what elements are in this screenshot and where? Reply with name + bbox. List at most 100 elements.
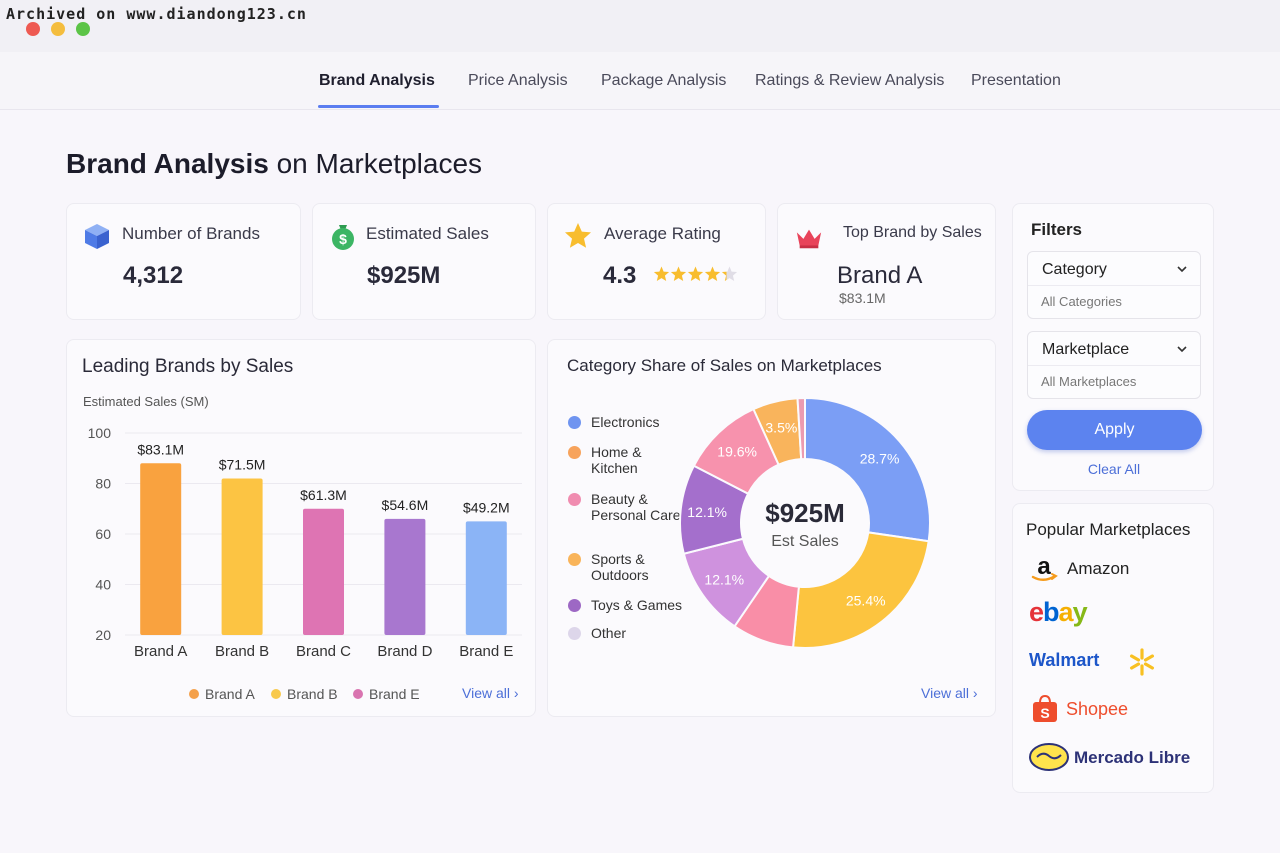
donut-slice-label: 12.1% <box>687 504 727 520</box>
legend-swatch <box>568 446 581 459</box>
bar-data-label: $61.3M <box>300 487 347 503</box>
marketplace-walmart[interactable]: Walmart <box>1027 645 1187 679</box>
ebay-logo-letter: e <box>1029 597 1044 627</box>
x-tick-label: Brand A <box>134 643 187 660</box>
legend-swatch <box>568 493 581 506</box>
category-dropdown[interactable]: Category All Categories <box>1027 251 1201 319</box>
star-icon <box>565 223 591 248</box>
pie-legend-label: Sports & Outdoors <box>591 551 649 583</box>
pie-view-all-link[interactable]: View all › <box>921 685 978 701</box>
legend-swatch <box>568 599 581 612</box>
popular-marketplaces-title: Popular Marketplaces <box>1026 520 1191 539</box>
filters-panel: Filters Category All Categories Marketpl… <box>1012 203 1214 491</box>
stat-value-rating: 4.3 <box>603 262 637 289</box>
bar-legend-label: Brand A <box>205 686 255 702</box>
stat-value-brands: 4,312 <box>123 262 184 289</box>
window-titlebar <box>0 0 1280 52</box>
marketplace-dropdown-value: All Marketplaces <box>1041 374 1137 389</box>
minimize-window-button[interactable] <box>51 22 65 36</box>
svg-text:S: S <box>1040 705 1049 721</box>
bar-brand-a <box>140 463 182 635</box>
rating-star-icon <box>704 266 721 281</box>
svg-text:a: a <box>1037 554 1051 580</box>
y-tick-label: 40 <box>95 577 111 593</box>
stat-card-brands: Number of Brands 4,312 <box>66 203 301 320</box>
clear-all-link[interactable]: Clear All <box>1087 461 1141 477</box>
crown-icon <box>796 229 822 249</box>
bar-brand-e <box>465 521 507 635</box>
rating-stars <box>653 266 738 281</box>
pie-legend-label: Beauty & Personal Care <box>591 491 681 523</box>
page-title: Brand Analysis on Marketplaces <box>66 148 482 180</box>
bar-brand-b <box>221 478 263 635</box>
bar-data-label: $49.2M <box>463 499 510 515</box>
tab-ratings-review-analysis[interactable]: Ratings & Review Analysis <box>755 72 945 89</box>
legend-swatch <box>271 689 281 699</box>
marketplace-mercado-libre-label: Mercado Libre <box>1074 748 1191 767</box>
ebay-logo-letter: b <box>1043 597 1059 627</box>
apply-button[interactable]: Apply <box>1027 410 1202 450</box>
x-tick-label: Brand C <box>296 643 351 660</box>
y-axis-label: Estimated Sales (SM) <box>83 394 209 409</box>
marketplace-mercado-libre[interactable]: Mercado Libre <box>1027 740 1197 774</box>
bar-chart: Estimated Sales (SM) 100 80 60 40 20 $83.1M Bra… <box>83 394 522 660</box>
x-tick-label: Brand E <box>459 643 513 660</box>
stat-label-sales: Estimated Sales <box>366 224 489 243</box>
walmart-spark-icon <box>1129 648 1154 676</box>
marketplace-ebay[interactable]: ebay <box>1027 597 1177 631</box>
ebay-logo-letter: y <box>1072 597 1088 627</box>
legend-swatch <box>568 553 581 566</box>
rating-star-icon <box>687 266 704 281</box>
bar-chart-card: Leading Brands by Sales Estimated Sales … <box>66 339 536 717</box>
x-tick-label: Brand D <box>377 643 432 660</box>
bar-view-all-link[interactable]: View all › <box>462 685 519 701</box>
marketplace-ebay-label: ebay <box>1029 597 1088 628</box>
ebay-logo-letter: a <box>1058 597 1074 627</box>
tab-brand-analysis[interactable]: Brand Analysis <box>319 72 435 89</box>
tab-price-analysis[interactable]: Price Analysis <box>468 72 568 89</box>
marketplace-amazon[interactable]: a Amazon <box>1027 552 1177 586</box>
stat-value-sales: $925M <box>367 262 441 289</box>
marketplace-dropdown-header[interactable]: Marketplace <box>1028 332 1200 366</box>
bar-data-label: $71.5M <box>219 456 266 472</box>
tab-package-analysis[interactable]: Package Analysis <box>601 72 727 89</box>
marketplace-shopee[interactable]: S Shopee <box>1027 692 1177 726</box>
bar-data-label: $83.1M <box>137 441 184 457</box>
watermark: Archived on www.diandong123.cn <box>6 5 307 23</box>
donut-slice <box>796 396 806 461</box>
stat-card-top-brand: Top Brand by Sales Brand A $83.1M <box>777 203 996 320</box>
close-window-button[interactable] <box>26 22 40 36</box>
stat-value-top-brand: Brand A <box>837 262 923 289</box>
pie-legend-label: Other <box>591 625 627 641</box>
stat-card-rating: Average Rating 4.3 <box>547 203 766 320</box>
pie-chart-card: Category Share of Sales on Marketplaces … <box>547 339 996 717</box>
chevron-down-icon <box>1177 266 1187 273</box>
shopee-bag-icon: S <box>1033 694 1057 722</box>
category-dropdown-value: All Categories <box>1041 294 1122 309</box>
chevron-right-icon: › <box>972 685 978 701</box>
amazon-logo-icon: a <box>1031 554 1058 581</box>
page-title-rest: on Marketplaces <box>268 148 483 179</box>
tab-presentation[interactable]: Presentation <box>971 72 1061 89</box>
marketplace-shopee-label: Shopee <box>1066 699 1129 719</box>
marketplace-dropdown[interactable]: Marketplace All Marketplaces <box>1027 331 1201 399</box>
maximize-window-button[interactable] <box>76 22 90 36</box>
pie-view-all-label: View all <box>921 685 969 701</box>
bar-view-all-label: View all <box>462 685 510 701</box>
bar-chart-title: Leading Brands by Sales <box>82 356 294 377</box>
bar-legend-label: Brand E <box>369 686 420 702</box>
donut-slice-label: 19.6% <box>717 444 757 460</box>
y-tick-label: 100 <box>88 425 112 441</box>
svg-text:$: $ <box>339 231 347 247</box>
y-tick-label: 80 <box>95 476 111 492</box>
category-dropdown-header[interactable]: Category <box>1028 252 1200 286</box>
rating-star-icon <box>721 266 738 281</box>
bar-brand-c <box>303 508 344 635</box>
marketplace-amazon-label: Amazon <box>1067 559 1130 578</box>
rating-star-icon <box>653 266 670 281</box>
donut-slice-label: 3.5% <box>765 419 797 435</box>
donut-slice <box>791 531 930 649</box>
stat-card-sales: $ Estimated Sales $925M <box>312 203 536 320</box>
rating-star-icon <box>670 266 687 281</box>
pie-legend-label: Toys & Games <box>591 597 683 613</box>
